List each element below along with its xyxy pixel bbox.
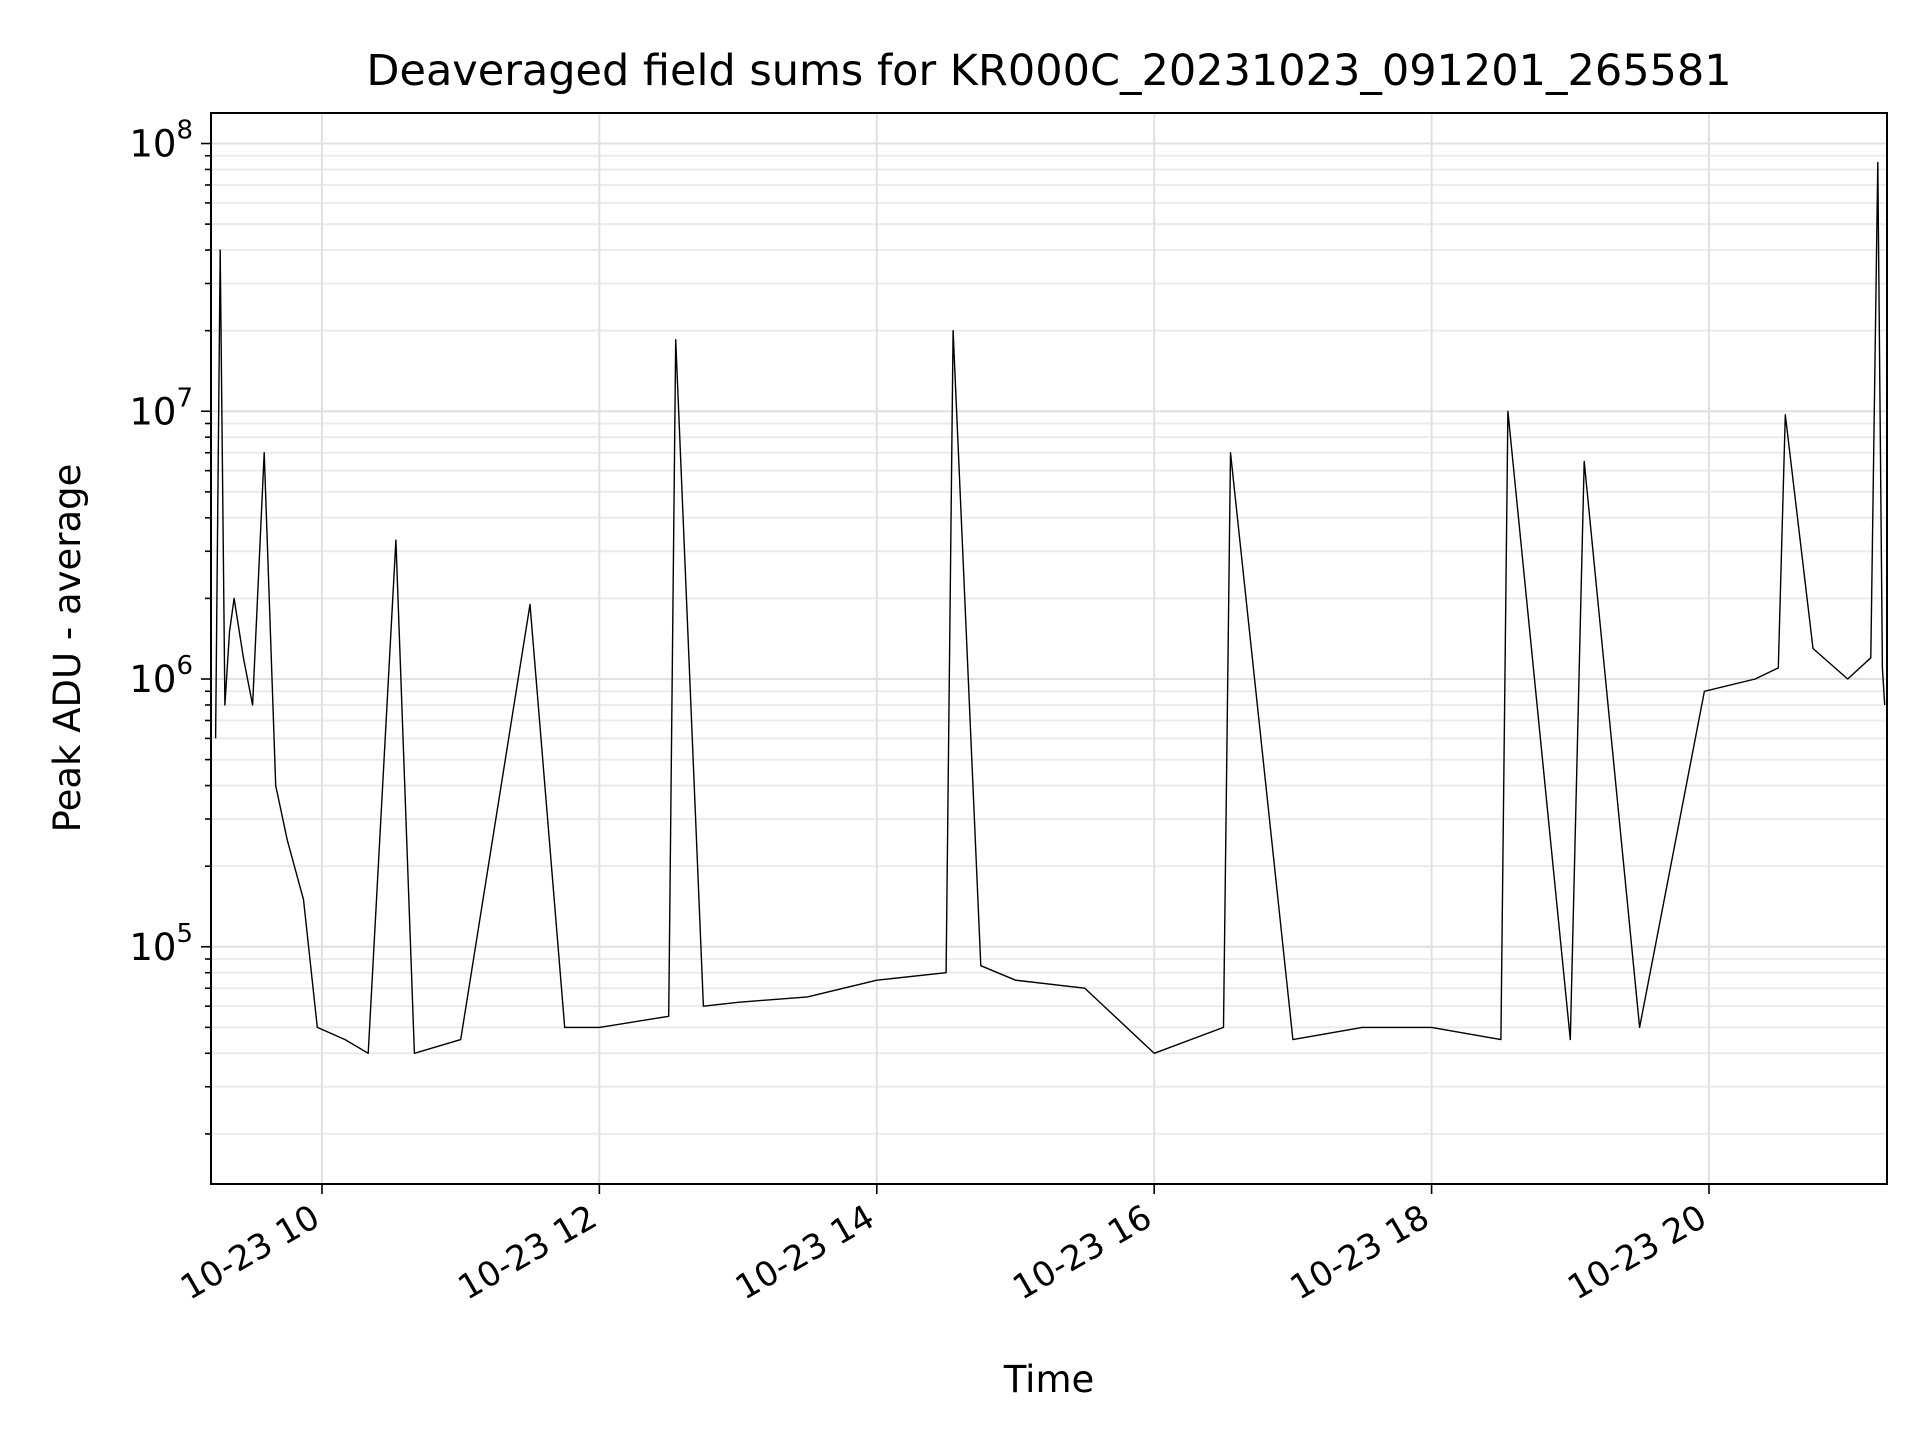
grid-lines xyxy=(211,113,1887,1184)
series-line xyxy=(214,161,1886,1055)
y-axis-label: Peak ADU - average xyxy=(46,464,89,833)
y-tick-label: 106 xyxy=(129,651,193,701)
y-tick-exponent: 5 xyxy=(176,919,193,949)
y-tick-exponent: 7 xyxy=(176,383,193,413)
y-tick-label: 108 xyxy=(129,116,193,166)
x-axis-label: Time xyxy=(1003,1358,1095,1401)
plot-frame xyxy=(210,112,1888,1185)
y-tick-label: 107 xyxy=(129,383,193,433)
y-tick-base: 10 xyxy=(129,658,176,701)
chart-title: Deaveraged field sums for KR000C_2023102… xyxy=(366,46,1731,96)
y-tick-base: 10 xyxy=(129,390,176,433)
y-tick-base: 10 xyxy=(129,123,176,166)
y-tick-label: 105 xyxy=(129,919,193,969)
series-polyline xyxy=(214,161,1886,1055)
y-tick-exponent: 8 xyxy=(176,116,193,146)
y-tick-base: 10 xyxy=(129,926,176,969)
y-tick-exponent: 6 xyxy=(176,651,193,681)
